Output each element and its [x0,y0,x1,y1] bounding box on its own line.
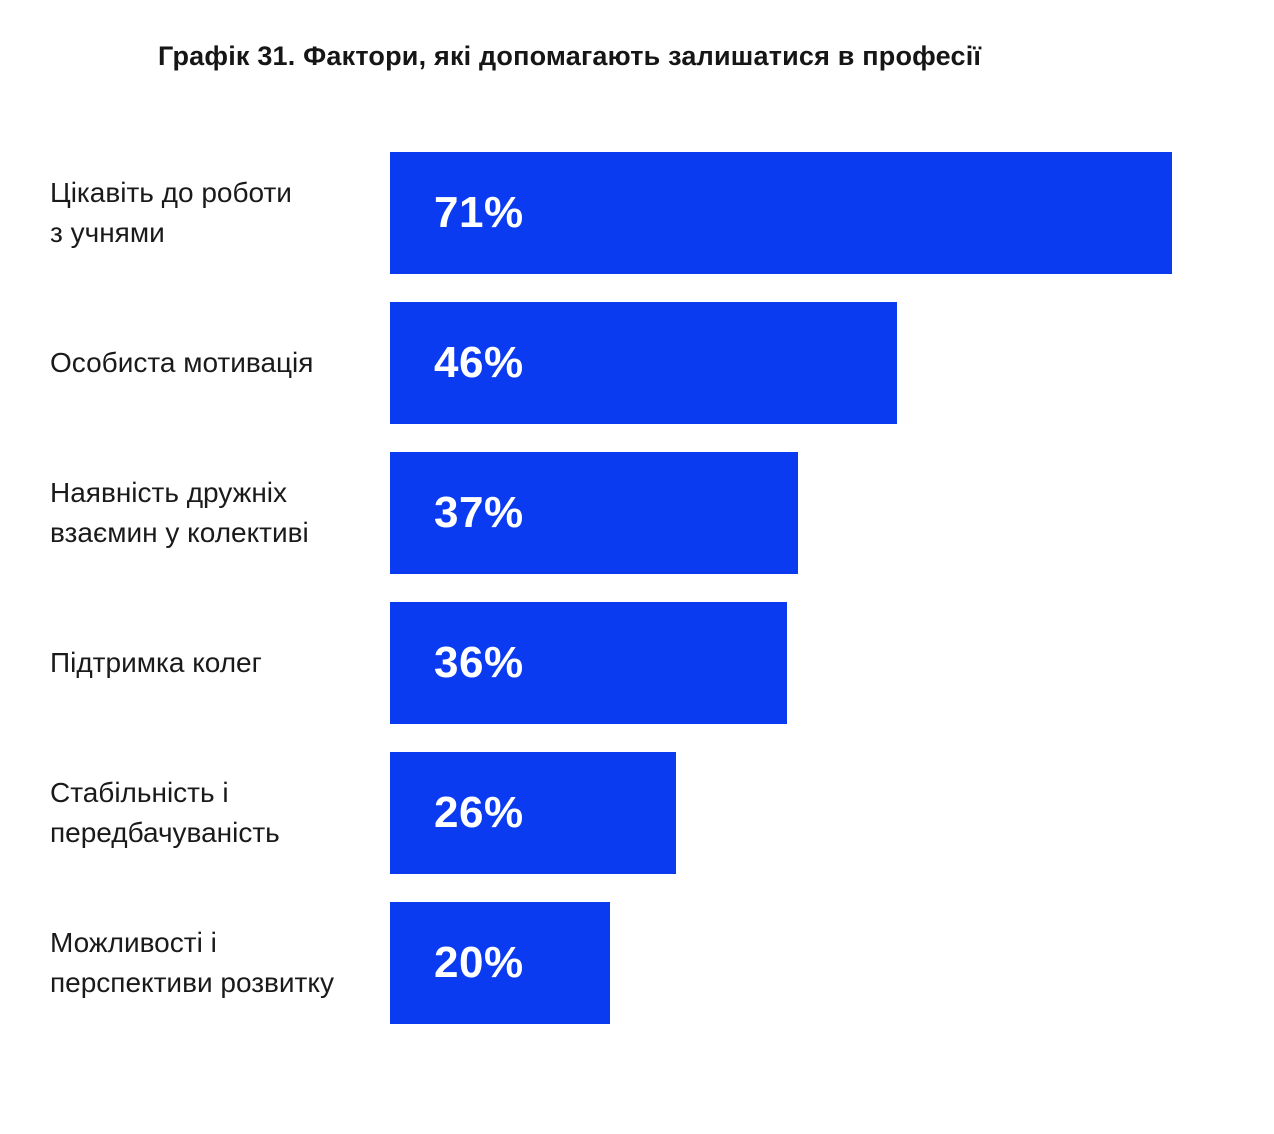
chart-row: Можливості і перспективи розвитку 20% [0,902,1274,1024]
category-label: Наявність дружніх взаємин у колективі [50,477,309,548]
bar: 71% [390,152,1172,274]
category-label: Стабільність і передбачуваність [50,777,280,848]
value-label: 20% [434,938,524,987]
bar: 46% [390,302,897,424]
category-label: Підтримка колег [50,647,262,678]
bar: 37% [390,452,798,574]
bar: 26% [390,752,676,874]
chart-row: Наявність дружніх взаємин у колективі 37… [0,452,1274,574]
page: { "title": "Графік 31. Фактори, які допо… [0,40,1274,1134]
bar: 36% [390,602,787,724]
value-label: 46% [434,338,524,387]
value-label: 71% [434,188,524,237]
chart-row: Особиста мотивація 46% [0,302,1274,424]
bar: 20% [390,902,610,1024]
chart-row: Підтримка колег 36% [0,602,1274,724]
chart-row: Цікавіть до роботи з учнями 71% [0,152,1274,274]
chart-row: Стабільність і передбачуваність 26% [0,752,1274,874]
value-label: 36% [434,638,524,687]
category-label: Особиста мотивація [50,347,314,378]
value-label: 26% [434,788,524,837]
value-label: 37% [434,488,524,537]
chart-title: Графік 31. Фактори, які допомагають зали… [158,41,982,71]
category-label: Можливості і перспективи розвитку [50,927,334,998]
bar-chart: Цікавіть до роботи з учнями 71% Особиста… [0,152,1274,1024]
category-label: Цікавіть до роботи з учнями [50,177,292,248]
